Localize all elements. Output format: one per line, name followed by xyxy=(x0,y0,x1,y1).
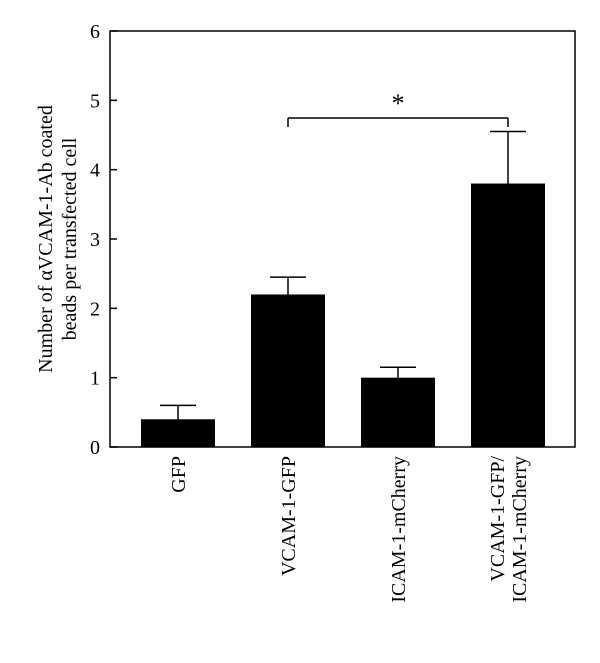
y-tick-label: 4 xyxy=(90,160,100,182)
x-category-label: VCAM-1-GFP xyxy=(278,456,300,576)
y-axis-title-line-1: Number of αVCAM-1-Ab coated xyxy=(35,105,57,373)
bar xyxy=(141,419,215,447)
significance-annotation: * xyxy=(287,89,509,127)
significance-label: * xyxy=(392,89,405,118)
y-tick-label: 2 xyxy=(90,298,100,320)
x-category-label-line: ICAM-1-mCherry xyxy=(388,456,410,603)
bars xyxy=(141,183,545,448)
x-category-label-line: GFP xyxy=(168,456,190,493)
bar xyxy=(361,377,435,447)
y-tick-label: 1 xyxy=(90,368,100,390)
x-category-label: GFP xyxy=(168,456,190,493)
y-tick-label: 3 xyxy=(90,229,100,251)
y-tick-label: 0 xyxy=(90,437,100,459)
x-category-label-line: ICAM-1-mCherry xyxy=(509,456,531,603)
y-tick-label: 5 xyxy=(90,90,100,112)
y-axis-ticks: 0 1 2 3 4 5 6 xyxy=(90,21,117,459)
bar xyxy=(251,294,325,447)
x-axis-labels: GFP VCAM-1-GFP ICAM-1-mCherry VCAM-1-GFP/IC… xyxy=(168,456,531,603)
error-bars xyxy=(160,130,526,420)
x-category-label-line: VCAM-1-GFP xyxy=(278,456,300,576)
y-axis-title-line-2: beads per transfected cell xyxy=(59,137,81,340)
y-axis-title: Number of αVCAM-1-Ab coated beads per tr… xyxy=(35,105,81,373)
y-tick-label: 6 xyxy=(90,21,100,43)
x-category-label: ICAM-1-mCherry xyxy=(388,456,410,603)
x-category-label-line: VCAM-1-GFP/ xyxy=(487,456,509,582)
x-category-label: VCAM-1-GFP/ICAM-1-mCherry xyxy=(487,456,531,603)
bar xyxy=(471,183,545,448)
